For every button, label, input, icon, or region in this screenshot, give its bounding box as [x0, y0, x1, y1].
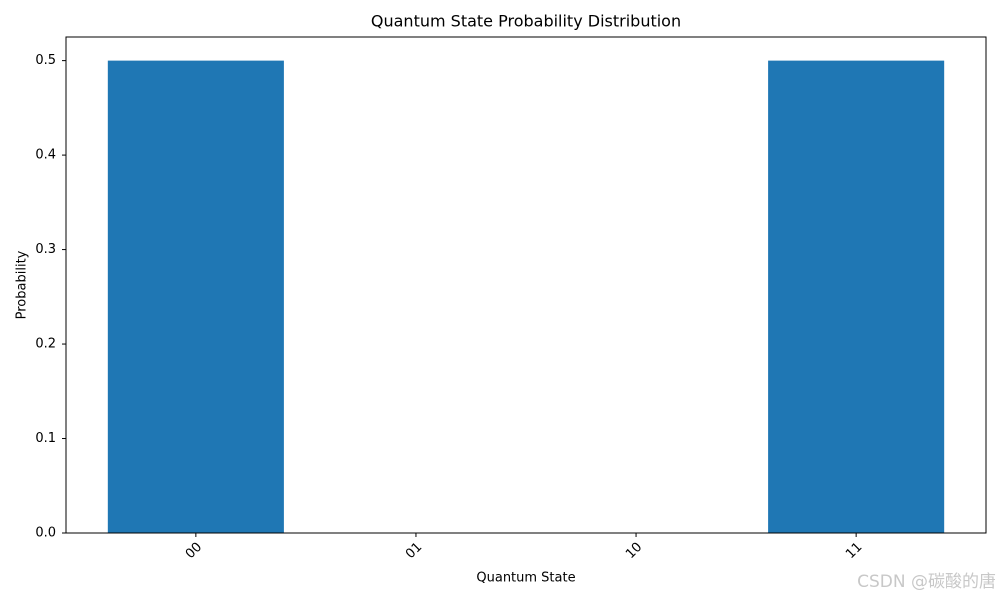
y-tick-label: 0.0	[35, 526, 56, 541]
y-tick-label: 0.4	[35, 148, 56, 163]
y-axis-label: Probability	[15, 250, 30, 319]
y-tick-label: 0.1	[35, 431, 56, 446]
x-tick-label: 00	[183, 540, 205, 562]
y-tick-label: 0.2	[35, 337, 56, 352]
y-tick-label: 0.3	[35, 242, 56, 257]
x-tick-label: 11	[843, 540, 865, 562]
x-axis-label: Quantum State	[476, 571, 575, 586]
y-tick-label: 0.5	[35, 53, 56, 68]
chart-title: Quantum State Probability Distribution	[371, 12, 681, 31]
x-tick-label: 01	[403, 540, 425, 562]
bar	[107, 60, 284, 533]
bar	[768, 60, 945, 533]
axes-frame	[65, 36, 987, 534]
x-tick-label: 10	[623, 540, 645, 562]
watermark: CSDN @碳酸的唐	[857, 571, 996, 592]
